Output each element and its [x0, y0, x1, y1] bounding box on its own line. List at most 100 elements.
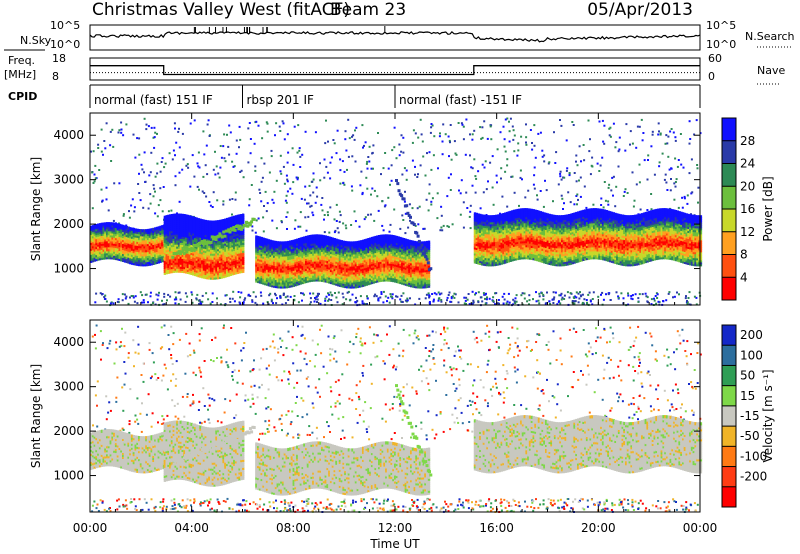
data-cell	[258, 218, 260, 220]
data-cell	[137, 183, 139, 185]
data-cell	[430, 126, 432, 128]
data-cell	[502, 296, 504, 298]
data-cell	[316, 301, 318, 303]
data-cell	[404, 167, 406, 169]
data-cell	[320, 204, 322, 206]
data-cell	[202, 130, 204, 132]
data-cell	[426, 152, 428, 154]
data-cell	[118, 129, 120, 131]
data-cell	[658, 130, 660, 132]
data-cell	[134, 157, 136, 159]
data-cell	[428, 292, 430, 294]
data-cell	[141, 164, 143, 166]
data-cell	[334, 231, 336, 233]
data-cell	[428, 209, 430, 211]
data-cell	[589, 292, 591, 294]
data-cell	[504, 146, 506, 148]
data-cell	[292, 147, 294, 149]
data-cell	[667, 136, 669, 138]
data-cell	[150, 203, 152, 205]
data-cell	[407, 227, 409, 229]
data-cell	[94, 301, 96, 303]
data-cell	[198, 152, 200, 154]
data-cell	[492, 300, 494, 302]
data-cell	[600, 165, 602, 167]
data-cell	[647, 159, 649, 161]
data-cell	[632, 171, 634, 173]
data-cell	[146, 124, 148, 126]
data-cell	[150, 292, 152, 294]
data-cell	[389, 184, 391, 186]
data-cell	[366, 188, 368, 190]
data-cell	[450, 173, 452, 175]
data-cell	[535, 291, 537, 293]
data-cell	[129, 217, 131, 219]
data-cell	[110, 160, 112, 162]
data-cell	[271, 220, 273, 222]
data-cell	[214, 151, 216, 153]
freq-right-tick: 60	[708, 52, 722, 65]
data-cell	[174, 302, 176, 304]
data-cell	[607, 204, 609, 206]
data-cell	[94, 174, 96, 176]
data-cell	[580, 196, 582, 198]
data-cell	[442, 123, 444, 125]
data-cell	[259, 192, 261, 194]
data-cell	[647, 179, 649, 181]
data-cell	[610, 189, 612, 191]
data-cell	[153, 147, 155, 149]
data-cell	[309, 206, 311, 208]
data-cell	[342, 293, 344, 295]
data-cell	[436, 217, 438, 219]
data-cell	[267, 131, 269, 133]
data-cell	[185, 301, 187, 303]
data-cell	[578, 180, 580, 182]
data-cell	[561, 179, 563, 181]
data-cell	[437, 192, 439, 194]
data-cell	[212, 292, 214, 294]
data-cell	[587, 294, 589, 296]
data-cell	[150, 171, 152, 173]
data-cell	[689, 138, 691, 140]
data-cell	[633, 206, 635, 208]
cpid-segment-1: rbsp 201 IF	[247, 93, 314, 107]
data-cell	[542, 294, 544, 296]
data-cell	[575, 161, 577, 163]
data-cell	[394, 127, 396, 129]
data-cell	[304, 186, 306, 188]
data-cell	[229, 301, 231, 303]
data-cell	[650, 193, 652, 195]
data-cell	[222, 204, 224, 206]
data-cell	[680, 133, 682, 135]
data-cell	[252, 230, 254, 232]
data-cell	[195, 297, 197, 299]
data-cell	[232, 291, 234, 293]
data-cell	[609, 134, 611, 136]
data-cell	[250, 138, 252, 140]
data-cell	[366, 161, 368, 163]
data-cell	[448, 294, 450, 296]
data-cell	[104, 147, 106, 149]
data-cell	[354, 210, 356, 212]
data-cell	[362, 147, 364, 149]
data-cell	[339, 158, 341, 160]
data-cell	[273, 202, 275, 204]
data-cell	[174, 154, 176, 156]
data-cell	[339, 183, 341, 185]
data-cell	[463, 227, 465, 229]
data-cell	[203, 153, 205, 155]
data-cell	[603, 206, 605, 208]
data-cell	[155, 176, 157, 178]
data-cell	[301, 154, 303, 156]
data-cell	[647, 301, 649, 303]
data-cell	[300, 211, 302, 213]
data-cell	[627, 292, 629, 294]
data-cell	[518, 205, 520, 207]
data-cell	[697, 187, 699, 189]
data-cell	[409, 297, 411, 299]
data-cell	[470, 166, 472, 168]
data-cell	[603, 125, 605, 127]
data-cell	[161, 161, 163, 163]
data-cell	[144, 151, 146, 153]
data-cell	[269, 172, 271, 174]
